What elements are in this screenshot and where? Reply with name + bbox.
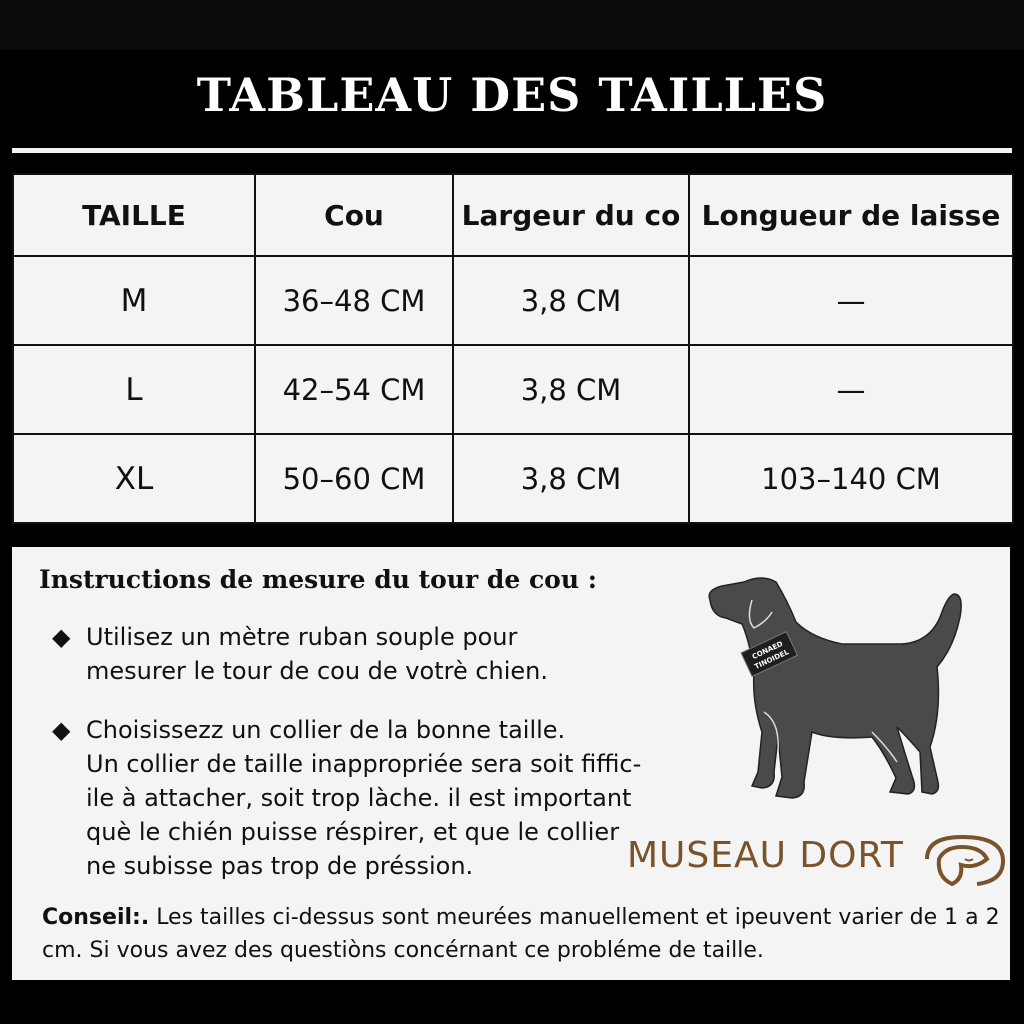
cell-leash: — [688,255,1014,347]
instruction-item: ◆ Choisissezz un collier de la bonne tai… [52,713,641,883]
table-row: L 42–54 CM 3,8 CM — [12,344,1014,436]
header-largeur: Largeur du co [452,172,690,258]
instruction-line: Un collier de taille inappropriée sera s… [86,750,642,778]
collar-icon [740,631,799,678]
cell-leash: 103–140 CM [688,433,1014,524]
instructions-panel: Instructions de mesure du tour de cou : … [12,547,1010,980]
sleeping-dog-logo-icon [925,834,1006,887]
table-header-row: TAILLE Cou Largeur du co Longueur de lai… [12,172,1014,258]
cell-size: XL [12,433,256,524]
tip-body: Les tailles ci-dessus sont meurées manue… [42,905,1000,963]
diamond-bullet-icon: ◆ [52,716,71,744]
page-title: TABLEAU DES TAILLES [196,68,828,122]
cell-neck: 50–60 CM [254,433,454,524]
top-band [0,0,1024,50]
title-divider [12,148,1012,153]
cell-leash: — [688,344,1014,436]
cell-width: 3,8 CM [452,255,690,347]
tip-text: Conseil:. Les tailles ci-dessus sont meu… [42,901,1002,967]
table-row: M 36–48 CM 3,8 CM — [12,255,1014,347]
instruction-item: ◆ Utilisez un mètre ruban souple pour me… [52,620,548,688]
instruction-line: ne subisse pas trop de préssion. [86,852,474,880]
cell-width: 3,8 CM [452,433,690,524]
table-row: XL 50–60 CM 3,8 CM 103–140 CM [12,433,1014,524]
header-cou: Cou [254,172,454,258]
cell-width: 3,8 CM [452,344,690,436]
brand-name: MUSEAU DORT [627,835,904,876]
cell-size: M [12,255,256,347]
instruction-line: Utilisez un mètre ruban souple pour [86,623,518,651]
instruction-line: ile à attacher, soit trop làche. il est … [86,784,632,812]
instruction-line: Choisissezz un collier de la bonne taill… [86,716,566,744]
header-longueur: Longueur de laisse [688,172,1014,258]
header-taille: TAILLE [12,172,256,258]
instruction-line: què le chién puisse réspirer, et que le … [86,818,620,846]
instructions-title: Instructions de mesure du tour de cou : [39,565,597,594]
cell-neck: 42–54 CM [254,344,454,436]
instruction-line: mesurer le tour de cou de votrè chien. [86,657,549,685]
cell-size: L [12,344,256,436]
dog-silhouette-icon: CONAED TINOIDEL [708,577,962,799]
tip-label: Conseil:. [42,905,150,930]
diamond-bullet-icon: ◆ [52,623,71,651]
size-table: TAILLE Cou Largeur du co Longueur de lai… [12,172,1014,524]
cell-neck: 36–48 CM [254,255,454,347]
